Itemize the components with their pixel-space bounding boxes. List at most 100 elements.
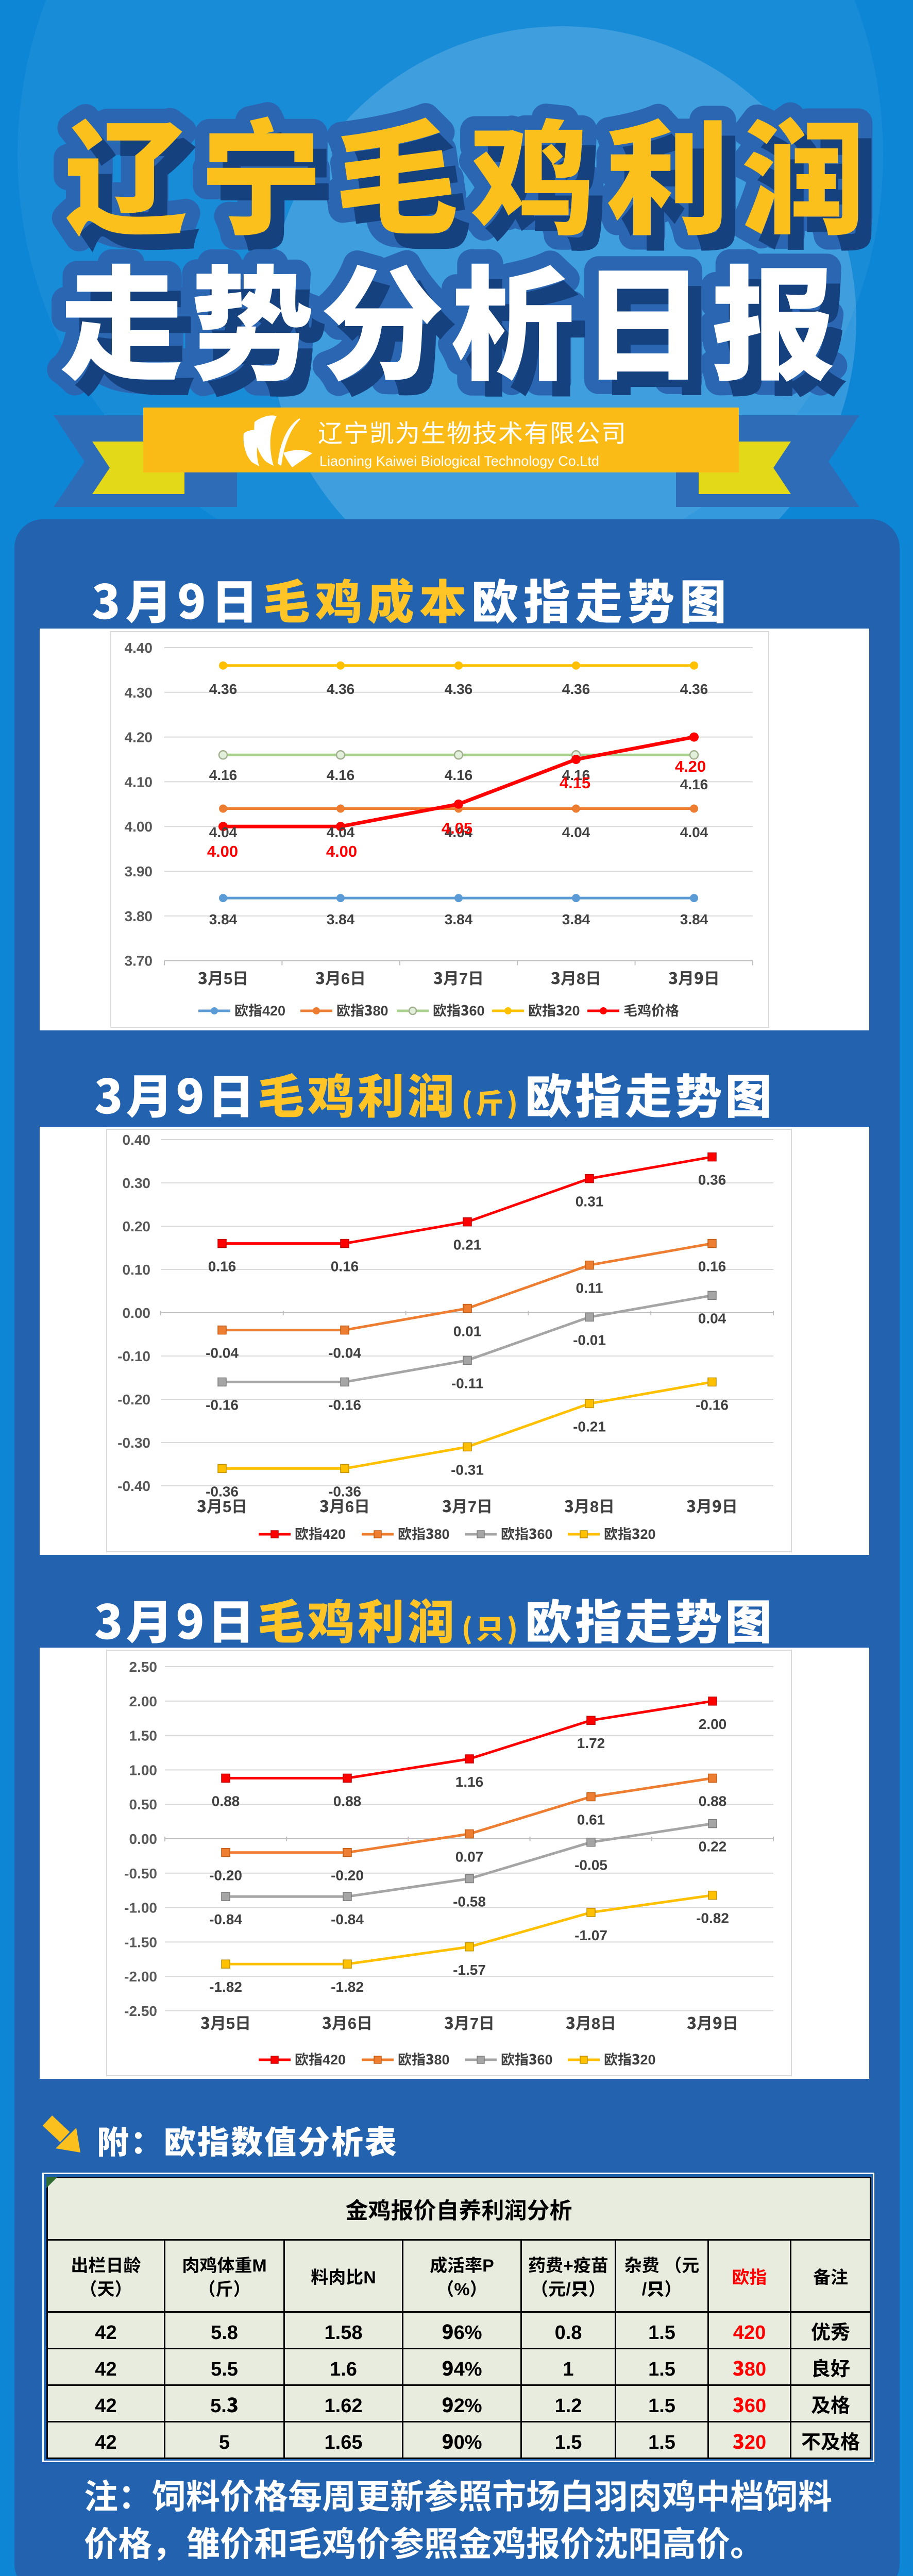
svg-text:-2.00: -2.00 xyxy=(124,1969,157,1985)
svg-text:4.16: 4.16 xyxy=(327,767,355,783)
svg-text:-0.82: -0.82 xyxy=(696,1910,729,1926)
svg-text:欧指360: 欧指360 xyxy=(433,999,484,1020)
svg-text:4.15: 4.15 xyxy=(560,774,590,792)
svg-text:0.01: 0.01 xyxy=(453,1324,482,1340)
svg-text:3.84: 3.84 xyxy=(680,911,708,927)
svg-text:3月8日: 3月8日 xyxy=(564,1494,615,1517)
svg-text:4.04: 4.04 xyxy=(680,824,708,840)
svg-text:4.04: 4.04 xyxy=(209,824,238,840)
svg-text:-0.04: -0.04 xyxy=(328,1345,361,1361)
svg-text:-0.36: -0.36 xyxy=(328,1483,361,1499)
svg-text:欧指420: 欧指420 xyxy=(295,2048,346,2069)
svg-text:0.16: 0.16 xyxy=(698,1259,726,1275)
svg-text:4.16: 4.16 xyxy=(209,767,238,783)
svg-text:3.70: 3.70 xyxy=(125,953,153,969)
svg-text:-1.57: -1.57 xyxy=(453,1962,486,1978)
svg-text:-0.16: -0.16 xyxy=(328,1397,361,1413)
svg-text:2.00: 2.00 xyxy=(129,1693,158,1709)
svg-text:1.00: 1.00 xyxy=(129,1762,158,1778)
svg-text:欧指320: 欧指320 xyxy=(528,999,580,1020)
svg-text:0.20: 0.20 xyxy=(123,1218,151,1234)
svg-text:4.36: 4.36 xyxy=(562,681,590,697)
svg-text:辽宁毛鸡利润: 辽宁毛鸡利润 xyxy=(64,81,877,260)
svg-text:4.00: 4.00 xyxy=(326,842,357,860)
svg-text:-0.20: -0.20 xyxy=(331,1868,364,1884)
svg-text:欧指360: 欧指360 xyxy=(501,1523,552,1543)
svg-text:-0.84: -0.84 xyxy=(209,1911,242,1927)
svg-text:欧指380: 欧指380 xyxy=(398,2048,449,2069)
svg-text:欧指360: 欧指360 xyxy=(501,2048,552,2069)
svg-text:4.20: 4.20 xyxy=(675,757,706,775)
svg-text:0.31: 0.31 xyxy=(576,1194,604,1210)
svg-text:-0.05: -0.05 xyxy=(574,1857,607,1873)
svg-text:辽宁毛鸡利润: 辽宁毛鸡利润 xyxy=(77,96,890,275)
svg-text:-0.84: -0.84 xyxy=(331,1911,364,1927)
svg-text:1.50: 1.50 xyxy=(129,1728,158,1744)
svg-text:4.04: 4.04 xyxy=(445,824,473,840)
svg-text:3.90: 3.90 xyxy=(125,863,153,879)
svg-text:4.36: 4.36 xyxy=(327,681,355,697)
svg-text:3月5日: 3月5日 xyxy=(198,965,248,989)
svg-text:0.30: 0.30 xyxy=(123,1175,151,1191)
svg-text:1.72: 1.72 xyxy=(577,1735,605,1751)
svg-text:-1.07: -1.07 xyxy=(574,1927,607,1943)
svg-text:走势分析日报: 走势分析日报 xyxy=(60,227,842,405)
svg-text:0.88: 0.88 xyxy=(699,1793,727,1809)
svg-text:4.36: 4.36 xyxy=(209,681,238,697)
svg-text:4.36: 4.36 xyxy=(680,681,708,697)
svg-text:-1.82: -1.82 xyxy=(209,1979,242,1995)
svg-text:欧指320: 欧指320 xyxy=(604,2048,655,2069)
svg-text:3.80: 3.80 xyxy=(125,908,153,924)
svg-text:毛鸡价格: 毛鸡价格 xyxy=(623,999,679,1020)
svg-text:4.16: 4.16 xyxy=(445,767,473,783)
svg-text:3.84: 3.84 xyxy=(445,911,473,927)
svg-text:欧指380: 欧指380 xyxy=(336,999,388,1020)
svg-text:4.10: 4.10 xyxy=(125,774,153,790)
svg-text:走势分析日报: 走势分析日报 xyxy=(73,242,855,421)
svg-text:4.16: 4.16 xyxy=(680,776,708,792)
svg-text:0.36: 0.36 xyxy=(698,1172,726,1188)
svg-text:3月6日: 3月6日 xyxy=(315,965,366,989)
svg-text:4.04: 4.04 xyxy=(562,824,590,840)
svg-text:3.84: 3.84 xyxy=(327,911,355,927)
svg-text:辽宁毛鸡利润: 辽宁毛鸡利润 xyxy=(64,81,877,260)
svg-text:-0.36: -0.36 xyxy=(206,1483,239,1499)
svg-text:0.16: 0.16 xyxy=(208,1259,236,1275)
svg-text:-0.20: -0.20 xyxy=(209,1868,242,1884)
svg-text:走势分析日报: 走势分析日报 xyxy=(60,227,842,405)
svg-text:-0.20: -0.20 xyxy=(117,1392,150,1408)
svg-text:3.84: 3.84 xyxy=(209,911,238,927)
svg-text:0.50: 0.50 xyxy=(129,1797,158,1812)
svg-text:-1.00: -1.00 xyxy=(124,1900,157,1916)
svg-text:0.10: 0.10 xyxy=(123,1262,151,1278)
svg-text:3月6日: 3月6日 xyxy=(319,1494,370,1517)
svg-text:欧指380: 欧指380 xyxy=(398,1523,449,1543)
svg-text:-1.82: -1.82 xyxy=(331,1979,364,1995)
svg-text:-0.11: -0.11 xyxy=(451,1375,483,1391)
svg-text:0.88: 0.88 xyxy=(212,1793,240,1809)
svg-text:3月9日: 3月9日 xyxy=(687,2010,738,2033)
svg-text:0.07: 0.07 xyxy=(455,1849,484,1865)
svg-text:4.04: 4.04 xyxy=(327,824,355,840)
svg-text:3月7日: 3月7日 xyxy=(433,965,484,989)
svg-text:4.00: 4.00 xyxy=(207,842,238,860)
svg-text:-0.31: -0.31 xyxy=(451,1462,484,1478)
svg-text:3.84: 3.84 xyxy=(562,911,590,927)
svg-text:4.05: 4.05 xyxy=(442,819,472,837)
svg-text:3月9日: 3月9日 xyxy=(686,1494,738,1517)
svg-text:4.36: 4.36 xyxy=(445,681,473,697)
svg-text:0.11: 0.11 xyxy=(576,1280,603,1296)
svg-text:欧指420: 欧指420 xyxy=(234,999,285,1020)
svg-text:0.00: 0.00 xyxy=(123,1305,151,1321)
svg-text:0.61: 0.61 xyxy=(577,1812,605,1828)
svg-text:欧指320: 欧指320 xyxy=(604,1523,655,1543)
svg-text:3月8日: 3月8日 xyxy=(551,965,601,989)
svg-text:0.22: 0.22 xyxy=(699,1839,727,1855)
svg-text:-0.21: -0.21 xyxy=(573,1418,606,1434)
svg-text:0.21: 0.21 xyxy=(453,1237,482,1253)
svg-text:-0.58: -0.58 xyxy=(453,1894,486,1910)
svg-text:-0.01: -0.01 xyxy=(573,1332,606,1348)
svg-text:-0.30: -0.30 xyxy=(117,1435,150,1451)
svg-text:3月5日: 3月5日 xyxy=(200,2010,251,2033)
svg-text:2.50: 2.50 xyxy=(129,1659,158,1675)
